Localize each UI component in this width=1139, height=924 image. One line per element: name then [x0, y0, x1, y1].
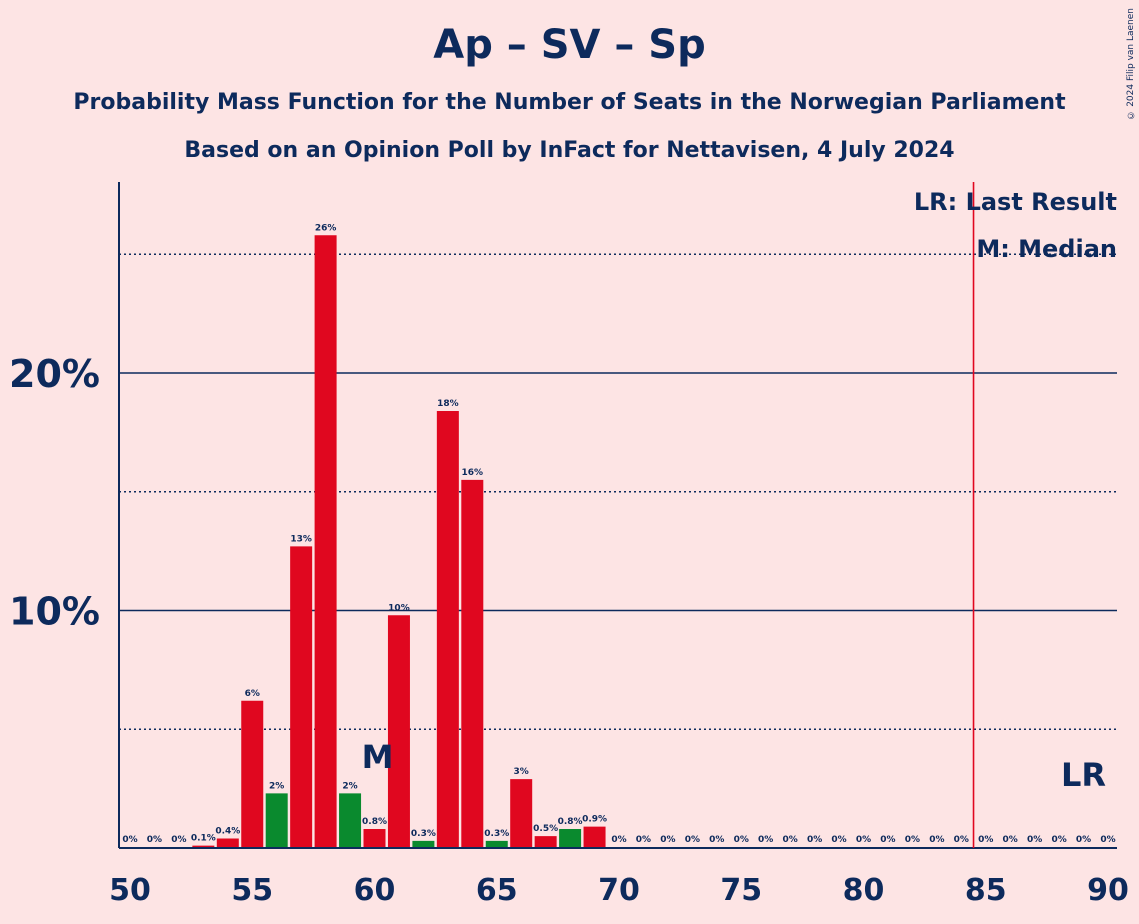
chart-subtitle-2: Based on an Opinion Poll by InFact for N…: [184, 138, 955, 163]
data-label-seat-66: 3%: [514, 767, 529, 777]
data-label-seat-73: 0%: [685, 835, 700, 845]
data-label-seat-51: 0%: [147, 835, 162, 845]
data-label-seat-88: 0%: [1051, 835, 1066, 845]
data-label-seat-86: 0%: [1003, 835, 1018, 845]
data-label-seat-63: 18%: [437, 399, 459, 409]
data-label-seat-85: 0%: [978, 835, 993, 845]
bar-seat-61: [387, 615, 410, 848]
x-tick-label-50: 50: [109, 873, 151, 908]
data-label-seat-69: 0.9%: [582, 815, 607, 825]
data-label-seat-65: 0.3%: [484, 829, 509, 839]
x-tick-label-80: 80: [843, 873, 885, 908]
data-label-seat-61: 10%: [388, 603, 410, 613]
legend-last-result: LR: Last Result: [914, 188, 1117, 216]
x-tick-label-65: 65: [476, 873, 518, 908]
data-label-seat-70: 0%: [611, 835, 626, 845]
x-tick-label-70: 70: [598, 873, 640, 908]
data-label-seat-67: 0.5%: [533, 824, 558, 834]
legend-median: M: Median: [976, 235, 1117, 263]
data-label-seat-64: 16%: [462, 468, 484, 478]
data-label-seat-74: 0%: [709, 835, 724, 845]
x-tick-label-75: 75: [720, 873, 762, 908]
data-label-seat-50: 0%: [122, 835, 137, 845]
bar-seat-64: [461, 479, 484, 848]
data-label-seat-72: 0%: [660, 835, 675, 845]
bar-seat-58: [314, 235, 337, 848]
data-label-seat-79: 0%: [831, 835, 846, 845]
bar-seat-53: [192, 845, 215, 848]
x-tick-label-55: 55: [231, 873, 273, 908]
data-label-seat-87: 0%: [1027, 835, 1042, 845]
axes: 50 55 60 65 70 75 80 85 90 10% 20% M LR: [9, 182, 1129, 908]
bar-seat-65: [485, 840, 508, 848]
bar-seat-62: [412, 840, 435, 848]
data-label-seat-55: 6%: [245, 689, 260, 699]
grid-lines: [119, 253, 1117, 731]
bar-seat-59: [339, 793, 362, 848]
last-result-marker: LR: [1061, 756, 1106, 794]
data-label-seat-52: 0%: [171, 835, 186, 845]
data-label-seat-56: 2%: [269, 781, 284, 791]
median-marker: M: [362, 738, 394, 776]
chart-subtitle: Probability Mass Function for the Number…: [73, 90, 1066, 115]
data-label-seat-80: 0%: [856, 835, 871, 845]
bar-seat-63: [436, 411, 459, 848]
y-tick-label-10pct: 10%: [9, 590, 100, 634]
data-label-seat-57: 13%: [290, 534, 312, 544]
bar-seat-57: [290, 546, 313, 848]
data-label-seat-83: 0%: [929, 835, 944, 845]
data-label-seat-59: 2%: [342, 781, 357, 791]
data-label-seat-89: 0%: [1076, 835, 1091, 845]
data-label-seat-62: 0.3%: [411, 829, 436, 839]
data-label-seat-53: 0.1%: [191, 834, 216, 844]
data-label-seat-81: 0%: [880, 835, 895, 845]
bar-seat-60: [363, 829, 386, 848]
x-tick-label-85: 85: [965, 873, 1007, 908]
data-labels: 0% 0% 0% 0.1%0.4% 6% 2% 13% 26% 2% 0.8% 10% 0.3% 18%…: [122, 223, 1115, 845]
data-label-seat-71: 0%: [636, 835, 651, 845]
data-label-seat-82: 0%: [905, 835, 920, 845]
bar-seat-68: [559, 829, 582, 848]
data-label-seat-54: 0.4%: [215, 827, 240, 837]
bar-seat-54: [216, 838, 239, 848]
chart-title: Ap – SV – Sp: [433, 22, 706, 68]
bars: [192, 235, 606, 848]
data-label-seat-78: 0%: [807, 835, 822, 845]
bar-seat-69: [583, 826, 606, 848]
data-label-seat-76: 0%: [758, 835, 773, 845]
data-label-seat-68: 0.8%: [558, 817, 583, 827]
data-label-seat-60: 0.8%: [362, 817, 387, 827]
bar-seat-66: [510, 779, 533, 848]
data-label-seat-90: 0%: [1100, 835, 1115, 845]
data-label-seat-58: 26%: [315, 223, 337, 233]
data-label-seat-77: 0%: [783, 835, 798, 845]
x-tick-label-60: 60: [354, 873, 396, 908]
data-label-seat-75: 0%: [734, 835, 749, 845]
bar-seat-67: [534, 836, 557, 848]
y-tick-label-20pct: 20%: [9, 352, 100, 396]
x-tick-label-90: 90: [1087, 873, 1129, 908]
bar-seat-56: [265, 793, 288, 848]
bar-seat-55: [241, 700, 264, 848]
data-label-seat-84: 0%: [954, 835, 969, 845]
